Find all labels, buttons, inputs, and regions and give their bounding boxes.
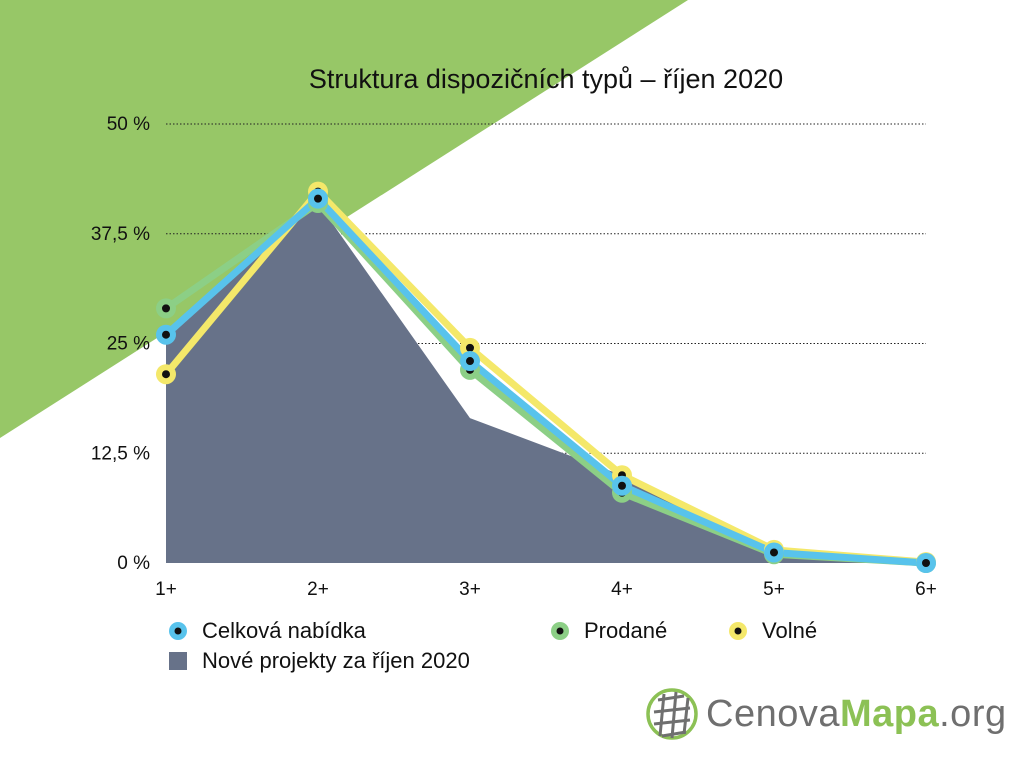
legend-marker-volne bbox=[729, 622, 747, 640]
logo-part-mapa: Mapa bbox=[839, 692, 940, 735]
data-point-center bbox=[314, 194, 322, 203]
x-tick-label: 2+ bbox=[307, 579, 329, 600]
data-point-celkova bbox=[612, 475, 632, 496]
logo-part-org: .org bbox=[939, 692, 1007, 735]
globe-icon bbox=[646, 688, 698, 740]
data-point-volne bbox=[156, 364, 176, 385]
data-point-center bbox=[162, 370, 170, 379]
x-tick-label: 1+ bbox=[155, 579, 177, 600]
legend-label-nove: Nové projekty za říjen 2020 bbox=[202, 648, 470, 673]
data-point-center bbox=[770, 548, 778, 557]
legend-marker-prodane bbox=[551, 622, 569, 640]
x-tick-label: 6+ bbox=[915, 579, 937, 600]
legend-item-nove: Nové projekty za říjen 2020 bbox=[166, 648, 470, 674]
data-point-center bbox=[466, 343, 474, 352]
legend-marker-nove bbox=[169, 652, 187, 670]
chart-title: Struktura dispozičních typů – říjen 2020 bbox=[308, 64, 784, 94]
data-point-celkova bbox=[156, 324, 176, 345]
legend-label-celkova: Celková nabídka bbox=[202, 618, 366, 643]
data-point-center bbox=[922, 559, 930, 567]
x-tick-label: 5+ bbox=[763, 579, 785, 600]
y-tick-label: 12,5 % bbox=[91, 443, 150, 464]
legend-label-volne: Volné bbox=[762, 618, 818, 643]
data-point-prodane bbox=[156, 298, 176, 319]
logo-text: CenovaMapa.org bbox=[706, 693, 1007, 736]
legend-item-volne: Volné bbox=[726, 618, 817, 644]
legend-item-prodane: Prodané bbox=[548, 618, 667, 644]
data-point-center bbox=[618, 481, 626, 490]
data-point-celkova bbox=[308, 188, 328, 209]
y-tick-label: 50 % bbox=[107, 114, 150, 135]
legend-label-prodane: Prodané bbox=[584, 618, 668, 643]
data-point-center bbox=[162, 330, 170, 339]
data-point-center bbox=[162, 304, 170, 313]
data-point-celkova bbox=[916, 553, 936, 573]
y-tick-label: 37,5 % bbox=[91, 224, 150, 245]
logo-part-cenova: Cenova bbox=[706, 692, 840, 735]
legend-marker-celkova bbox=[169, 622, 187, 640]
y-tick-label: 0 % bbox=[117, 553, 150, 574]
legend-item-celkova: Celková nabídka bbox=[166, 618, 366, 644]
y-tick-label: 25 % bbox=[107, 334, 150, 355]
cenovamapa-logo: CenovaMapa.org bbox=[644, 686, 1007, 742]
data-point-celkova bbox=[764, 542, 784, 563]
x-tick-label: 3+ bbox=[459, 579, 481, 600]
data-point-center bbox=[466, 357, 474, 366]
x-tick-label: 4+ bbox=[611, 579, 633, 600]
data-point-celkova bbox=[460, 351, 480, 372]
line-series-celkova bbox=[162, 195, 930, 567]
area-series-nove-projekty bbox=[166, 203, 926, 563]
